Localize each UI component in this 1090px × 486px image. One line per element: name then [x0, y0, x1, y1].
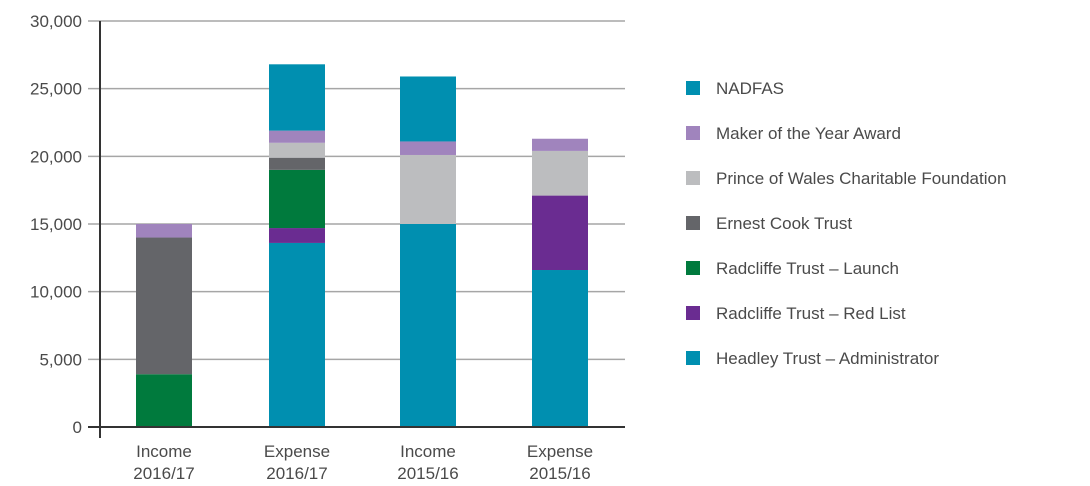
- y-tick-label: 15,000: [30, 215, 82, 234]
- y-tick-label: 10,000: [30, 283, 82, 302]
- x-tick-label: Income 2015/16: [397, 442, 458, 483]
- bar-segment: [532, 270, 588, 427]
- legend-swatch: [686, 351, 700, 365]
- legend-swatch: [686, 306, 700, 320]
- legend-swatch: [686, 126, 700, 140]
- bar-segment: [136, 374, 192, 427]
- legend-label: Prince of Wales Charitable Foundation: [716, 169, 1006, 188]
- y-tick-label: 0: [73, 418, 82, 437]
- legend-label: Ernest Cook Trust: [716, 214, 852, 233]
- bar-segment: [269, 228, 325, 243]
- x-tick-label: Expense 2015/16: [527, 442, 593, 483]
- y-tick-label: 20,000: [30, 147, 82, 166]
- legend-label: Maker of the Year Award: [716, 124, 901, 143]
- bar-segment: [400, 141, 456, 155]
- axes: 0 5,000 10,000 15,000 20,000 25,000 30,000 Inco…: [30, 12, 625, 483]
- bar-segment: [269, 169, 325, 229]
- y-tick-label: 5,000: [39, 350, 82, 369]
- legend-swatch: [686, 261, 700, 275]
- x-tick-label: Income 2016/17: [133, 442, 194, 483]
- bars: [136, 64, 588, 427]
- y-tick-label: 30,000: [30, 12, 82, 31]
- bar-segment: [269, 157, 325, 170]
- y-tick-label: 25,000: [30, 80, 82, 99]
- bar-segment: [136, 237, 192, 375]
- bar-segment: [400, 224, 456, 427]
- bar-segment: [136, 224, 192, 238]
- bar-segment: [269, 242, 325, 427]
- bar-segment: [269, 142, 325, 158]
- bar-segment: [532, 138, 588, 151]
- legend-label: Radcliffe Trust – Red List: [716, 304, 906, 323]
- legend-swatch: [686, 81, 700, 95]
- bar-segment: [532, 150, 588, 196]
- legend: NADFAS Maker of the Year Award Prince of W…: [686, 79, 1006, 368]
- bar-segment: [400, 76, 456, 142]
- bar-segment: [532, 195, 588, 271]
- legend-swatch: [686, 171, 700, 185]
- legend-swatch: [686, 216, 700, 230]
- legend-label: Radcliffe Trust – Launch: [716, 259, 899, 278]
- bar-segment: [269, 64, 325, 131]
- bar-segment: [400, 154, 456, 224]
- legend-label: Headley Trust – Administrator: [716, 349, 939, 368]
- bar-segment: [269, 130, 325, 143]
- legend-label: NADFAS: [716, 79, 784, 98]
- x-tick-label: Expense 2016/17: [264, 442, 330, 483]
